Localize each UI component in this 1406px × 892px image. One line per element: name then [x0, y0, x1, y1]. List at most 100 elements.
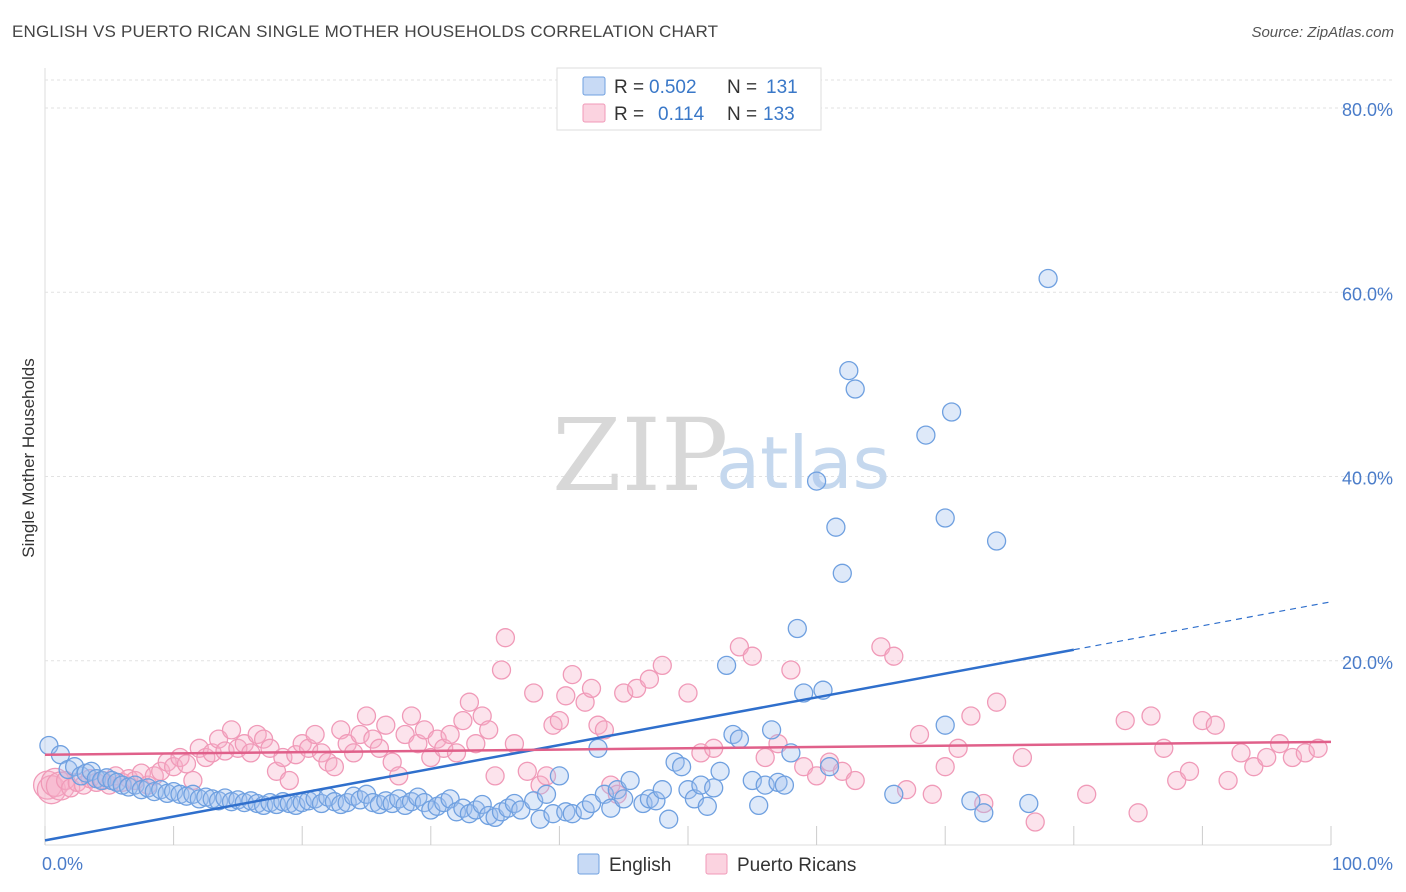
point-english: [614, 789, 634, 809]
point-puerto-ricans: [1205, 715, 1225, 735]
point-puerto-ricans: [401, 706, 422, 726]
point-puerto-ricans: [922, 784, 942, 804]
point-puerto-ricans: [594, 720, 615, 740]
point-puerto-ricans: [1141, 706, 1161, 726]
point-puerto-ricans: [495, 628, 516, 648]
point-puerto-ricans: [466, 734, 486, 754]
legend-swatch-english: [582, 76, 606, 96]
point-english: [697, 796, 717, 816]
legend-r-value-puerto-ricans: 0.114: [658, 104, 705, 125]
point-english: [536, 784, 557, 804]
point-english: [916, 425, 936, 445]
point-english: [549, 766, 570, 786]
point-puerto-ricans: [524, 683, 544, 703]
point-puerto-ricans: [562, 664, 582, 685]
point-puerto-ricans: [221, 720, 242, 740]
watermark: ZIP atlas: [552, 397, 890, 514]
point-puerto-ricans: [884, 646, 904, 666]
point-puerto-ricans: [1012, 747, 1033, 768]
x-tick-labels: 0.0% 100.0%: [42, 854, 1393, 874]
point-puerto-ricans: [652, 655, 672, 676]
point-puerto-ricans: [1218, 770, 1238, 791]
legend-n-label: N =: [727, 77, 757, 98]
watermark-zip: ZIP: [552, 397, 728, 514]
point-english: [97, 768, 117, 788]
point-english: [1019, 793, 1039, 814]
trend-line-english-extension: [1073, 601, 1332, 651]
point-english: [974, 803, 994, 823]
legend-n-value-puerto-ricans: 133: [763, 104, 795, 125]
point-puerto-ricans: [453, 710, 473, 731]
point-puerto-ricans: [986, 692, 1007, 712]
point-puerto-ricans: [1179, 761, 1200, 781]
point-english: [961, 791, 981, 811]
trend-line-puerto-ricans: [44, 740, 1332, 756]
point-english: [716, 655, 737, 676]
point-puerto-ricans: [935, 757, 955, 777]
series-legend-swatch-english: [577, 853, 600, 875]
point-puerto-ricans: [356, 706, 377, 726]
point-puerto-ricans: [491, 660, 512, 680]
point-english: [986, 531, 1007, 551]
legend-n-label: N =: [727, 104, 757, 125]
point-english: [646, 791, 666, 811]
point-puerto-ricans: [517, 761, 537, 781]
x-tick-label-start: 0.0%: [42, 854, 83, 874]
point-puerto-ricans: [909, 724, 930, 745]
point-english: [941, 402, 962, 422]
point-english: [832, 563, 852, 583]
point-english: [787, 618, 807, 639]
point-english: [659, 809, 679, 829]
point-puerto-ricans: [961, 706, 981, 726]
point-english: [1038, 268, 1058, 289]
point-english: [826, 517, 846, 537]
point-english: [704, 778, 724, 798]
legend-r-value-english: 0.502: [649, 77, 697, 98]
point-puerto-ricans: [639, 669, 660, 689]
legend-n-value-english: 131: [766, 77, 798, 98]
trend-lines: [44, 601, 1332, 842]
x-tick-label-end: 100.0%: [1332, 854, 1393, 874]
source-label: Source: ZipAtlas.com: [1251, 24, 1394, 41]
point-puerto-ricans: [549, 710, 570, 731]
point-puerto-ricans: [845, 770, 865, 791]
point-puerto-ricans: [755, 747, 775, 768]
point-puerto-ricans: [1154, 738, 1174, 758]
point-english: [601, 798, 621, 818]
point-puerto-ricans: [446, 743, 467, 763]
point-puerto-ricans: [369, 738, 390, 758]
point-english: [884, 784, 904, 804]
watermark-atlas: atlas: [716, 421, 890, 505]
point-english: [845, 379, 865, 399]
point-english: [414, 792, 435, 813]
point-english: [91, 770, 112, 791]
data-points: [32, 268, 1328, 832]
series-legend: English Puerto Ricans: [577, 853, 856, 876]
point-puerto-ricans: [376, 715, 396, 735]
point-english: [620, 770, 640, 791]
legend-r-label: R =: [614, 104, 644, 125]
point-english: [472, 794, 492, 815]
y-tick-labels: 20.0% 40.0% 60.0% 80.0%: [1342, 100, 1393, 673]
point-puerto-ricans: [459, 692, 480, 712]
x-tick-marks: [44, 826, 1332, 845]
point-puerto-ricans: [742, 646, 762, 666]
point-puerto-ricans: [896, 780, 917, 800]
series-legend-swatch-puerto-ricans: [705, 853, 728, 875]
point-english: [652, 780, 672, 800]
point-puerto-ricans: [1025, 812, 1045, 832]
point-english: [749, 795, 769, 816]
point-puerto-ricans: [350, 724, 370, 745]
correlation-legend: R = 0.502 N = 131 R = 0.114 N = 133: [556, 67, 822, 131]
y-axis-label: Single Mother Households: [19, 358, 38, 557]
point-puerto-ricans: [279, 770, 299, 791]
point-puerto-ricans: [440, 724, 460, 745]
point-english: [935, 508, 955, 528]
point-puerto-ricans: [1128, 803, 1148, 823]
y-tick-label: 60.0%: [1342, 284, 1393, 304]
point-puerto-ricans: [1257, 747, 1277, 768]
point-english: [562, 804, 582, 824]
point-puerto-ricans: [871, 637, 891, 657]
point-english: [729, 729, 750, 749]
y-tick-label: 20.0%: [1342, 653, 1393, 673]
